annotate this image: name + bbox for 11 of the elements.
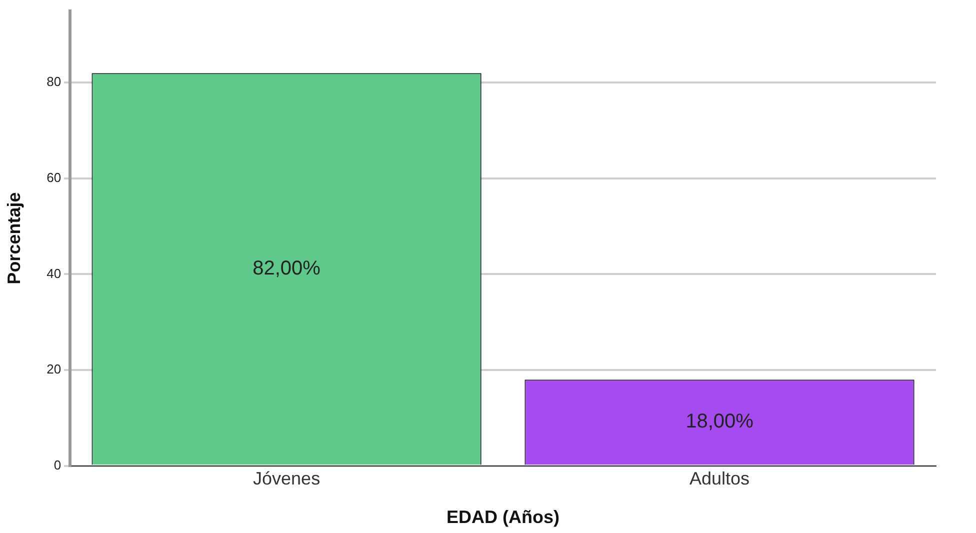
- y-tick-label: 20: [46, 362, 62, 377]
- data-label: 18,00%: [686, 410, 754, 433]
- y-tick-label: 0: [54, 457, 62, 472]
- y-tick-label: 60: [46, 170, 62, 186]
- y-tick-label: 40: [46, 266, 62, 281]
- x-tick-label: Adultos: [689, 468, 750, 489]
- y-tick-label: 80: [46, 74, 62, 90]
- y-axis-title: Porcentaje: [4, 192, 24, 284]
- data-label: 82,00%: [252, 257, 321, 280]
- x-axis-title: EDAD (Años): [446, 507, 560, 528]
- x-tick-label: Jóvenes: [253, 468, 320, 489]
